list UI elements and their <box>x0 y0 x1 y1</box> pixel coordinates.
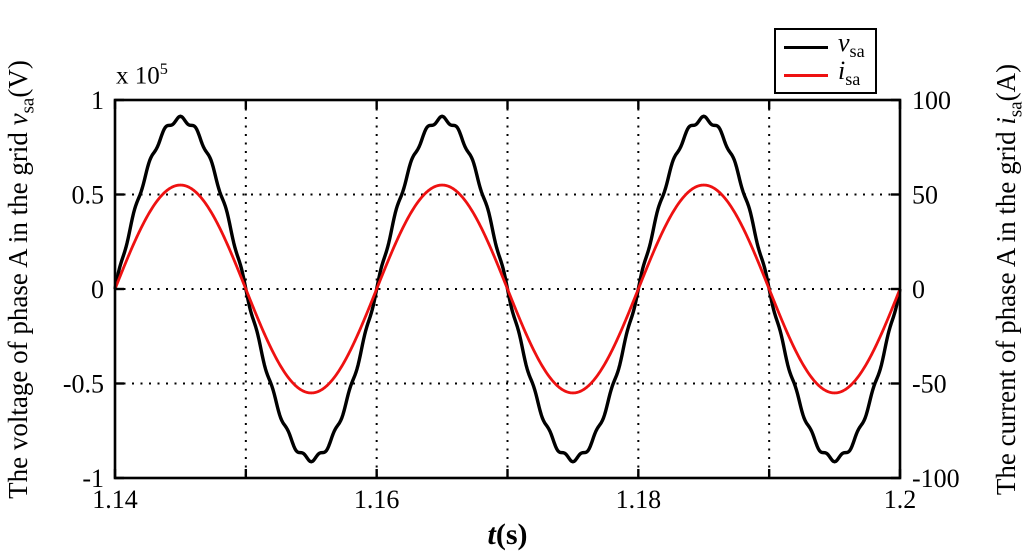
y-axis-label-left: The voltage of phase A in the grid vsa(V… <box>3 60 39 499</box>
multiplier-base: x 10 <box>116 62 160 90</box>
x-axis-label: t(s) <box>487 518 528 551</box>
y-tick-label-left: 0.5 <box>72 181 105 210</box>
x-tick-label: 1.14 <box>92 485 138 514</box>
y-tick-label-right: -50 <box>912 370 947 399</box>
y-axis-label-right: The current of phase A in the grid isa(A… <box>991 63 1024 496</box>
legend-label-isa: isa <box>838 55 861 90</box>
x-tick-label: 1.16 <box>354 485 400 514</box>
y-tick-label-left: -1 <box>82 464 104 493</box>
y-tick-label-right: 100 <box>912 86 951 115</box>
legend-label-vsa: vsa <box>838 27 865 62</box>
x-tick-label: 1.2 <box>884 485 917 514</box>
y-tick-label-right: 0 <box>912 275 925 304</box>
y-tick-label-left: 1 <box>91 86 104 115</box>
x-tick-label: 1.18 <box>616 485 662 514</box>
multiplier-exponent: 5 <box>159 60 168 78</box>
legend-line-sample-isa <box>784 73 828 77</box>
y-tick-label-right: -100 <box>912 464 960 493</box>
y-tick-label-left: 0 <box>91 275 104 304</box>
y-axis-multiplier: x 105 <box>116 60 168 90</box>
legend-item-vsa: vsa <box>784 27 865 62</box>
legend-item-isa: isa <box>784 55 865 90</box>
legend-line-sample-vsa <box>784 45 828 49</box>
series-isa <box>113 183 902 395</box>
legend: vsa isa <box>774 28 877 94</box>
y-tick-label-left: -0.5 <box>63 370 104 399</box>
y-tick-label-right: 50 <box>912 181 938 210</box>
